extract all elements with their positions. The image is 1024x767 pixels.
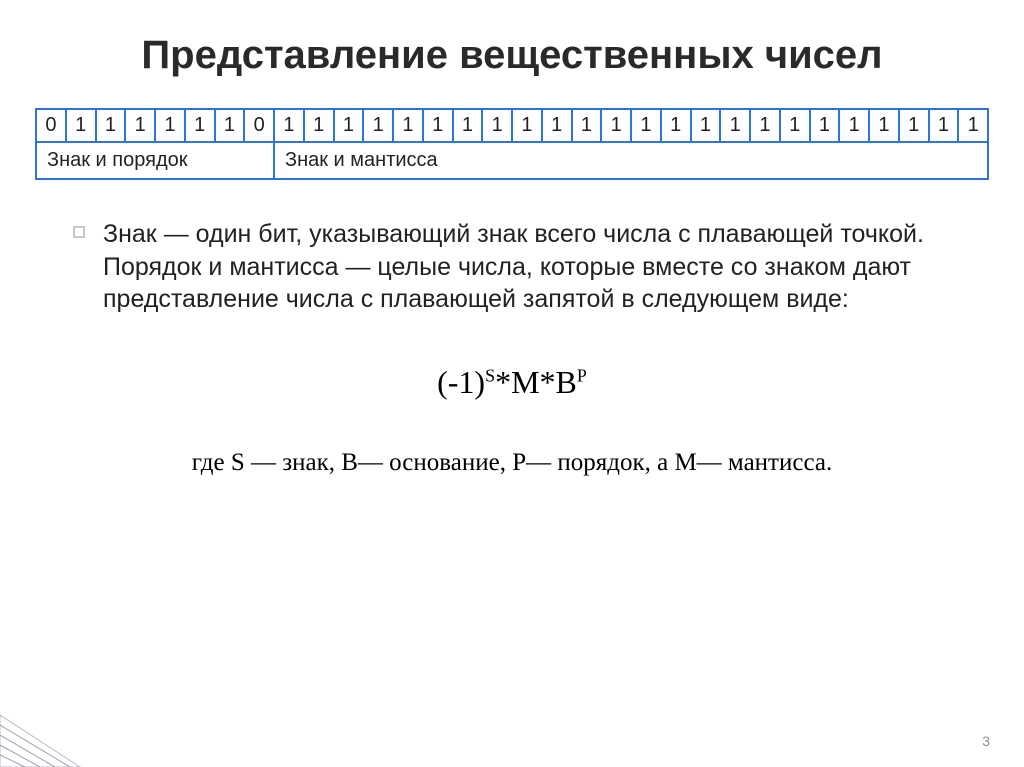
formula: (-1)S*M*BP bbox=[35, 364, 989, 401]
bit-cell: 1 bbox=[750, 109, 780, 142]
formula-legend: где S — знак, B— основание, P— порядок, … bbox=[35, 449, 989, 477]
bit-cell: 1 bbox=[899, 109, 929, 142]
bit-cell: 1 bbox=[155, 109, 185, 142]
paragraph-block: Знак — один бит, указывающий знак всего … bbox=[35, 218, 989, 316]
labels-row: Знак и порядок Знак и мантисса bbox=[36, 142, 988, 179]
bit-cell: 1 bbox=[572, 109, 602, 142]
bit-cell: 0 bbox=[244, 109, 274, 142]
slide-title: Представление вещественных чисел bbox=[35, 30, 989, 80]
bit-layout-table: 0 1 1 1 1 1 1 0 1 1 1 1 1 1 1 1 1 1 1 1 … bbox=[35, 108, 989, 180]
bit-cell: 1 bbox=[185, 109, 215, 142]
page-number: 3 bbox=[982, 733, 990, 749]
formula-sup-p: P bbox=[577, 365, 587, 385]
bit-cell: 1 bbox=[810, 109, 840, 142]
bit-cell: 1 bbox=[215, 109, 245, 142]
bit-cell: 1 bbox=[482, 109, 512, 142]
section-label-sign-mantissa: Знак и мантисса bbox=[274, 142, 988, 179]
bit-cell: 1 bbox=[125, 109, 155, 142]
section-label-sign-exponent: Знак и порядок bbox=[36, 142, 274, 179]
bit-cell: 1 bbox=[66, 109, 96, 142]
bits-row: 0 1 1 1 1 1 1 0 1 1 1 1 1 1 1 1 1 1 1 1 … bbox=[36, 109, 988, 142]
bit-cell: 1 bbox=[869, 109, 899, 142]
bit-cell: 1 bbox=[601, 109, 631, 142]
bit-cell: 1 bbox=[334, 109, 364, 142]
bit-cell: 1 bbox=[542, 109, 572, 142]
paragraph-text: Знак — один бит, указывающий знак всего … bbox=[103, 220, 924, 313]
bit-cell: 1 bbox=[929, 109, 959, 142]
bit-cell: 1 bbox=[96, 109, 126, 142]
formula-sup-s: S bbox=[485, 365, 495, 385]
formula-prefix: (-1) bbox=[437, 364, 485, 400]
bit-cell: 1 bbox=[423, 109, 453, 142]
corner-decoration bbox=[0, 697, 110, 767]
bit-cell: 1 bbox=[839, 109, 869, 142]
bit-cell: 1 bbox=[274, 109, 304, 142]
bit-cell: 1 bbox=[512, 109, 542, 142]
bit-cell: 1 bbox=[453, 109, 483, 142]
bit-cell: 1 bbox=[363, 109, 393, 142]
bit-cell: 1 bbox=[780, 109, 810, 142]
bit-cell: 1 bbox=[393, 109, 423, 142]
bit-cell: 1 bbox=[631, 109, 661, 142]
bit-cell: 0 bbox=[36, 109, 66, 142]
bullet-icon bbox=[73, 226, 85, 238]
slide: Представление вещественных чисел 0 1 1 1… bbox=[0, 0, 1024, 767]
formula-mid: *M*B bbox=[495, 364, 577, 400]
bit-cell: 1 bbox=[691, 109, 721, 142]
bit-cell: 1 bbox=[661, 109, 691, 142]
bit-cell: 1 bbox=[304, 109, 334, 142]
bit-cell: 1 bbox=[958, 109, 988, 142]
bit-cell: 1 bbox=[720, 109, 750, 142]
